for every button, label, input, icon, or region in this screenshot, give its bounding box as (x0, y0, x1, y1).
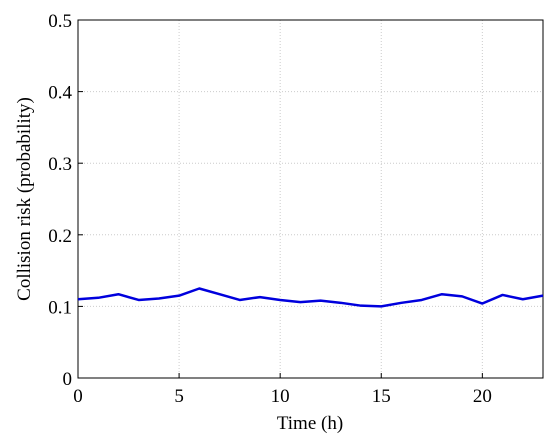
x-tick-label: 0 (73, 386, 83, 407)
data-line (77, 287, 544, 308)
y-tick-label: 0.3 (48, 154, 72, 175)
x-axis-label: Time (h) (277, 413, 343, 434)
x-tick-label: 20 (473, 386, 492, 407)
y-tick-label: 0.5 (48, 11, 72, 32)
x-tick-label: 5 (174, 386, 184, 407)
y-tick-label: 0.4 (48, 83, 72, 104)
x-tick-label: 10 (271, 386, 290, 407)
y-tick-label: 0 (63, 369, 73, 390)
x-tick-label: 15 (372, 386, 391, 407)
y-axis-label: Collision risk (probability) (14, 97, 35, 301)
y-tick-label: 0.2 (48, 226, 72, 247)
y-tick-label: 0.1 (48, 297, 72, 318)
plot-frame (77, 19, 544, 379)
plot-area (78, 20, 543, 378)
